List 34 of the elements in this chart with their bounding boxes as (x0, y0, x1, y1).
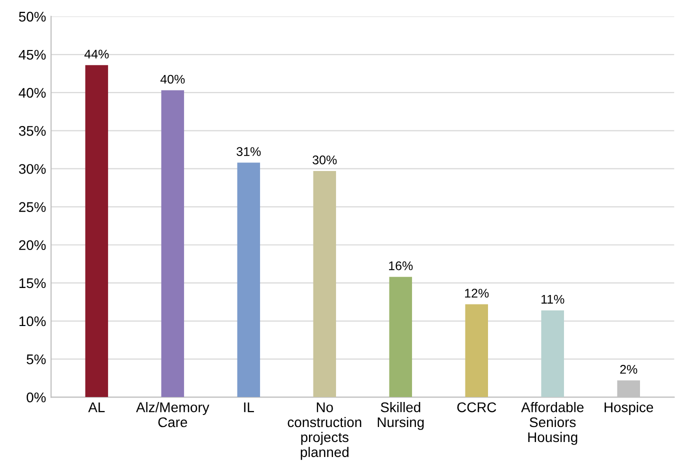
x-tick-label: Hospice (604, 402, 654, 415)
y-tick-label: 50% (18, 12, 46, 22)
y-tick-label: 0% (26, 392, 46, 402)
data-label: 30% (312, 156, 337, 164)
x-tick-label: IL (244, 402, 254, 412)
y-tick-label: 35% (18, 126, 46, 136)
bar (161, 90, 184, 398)
y-tick-label: 30% (18, 164, 46, 174)
x-tick-label: No construction projects planned (288, 402, 362, 460)
y-tick-label: 45% (18, 50, 46, 60)
bar (541, 310, 564, 398)
y-tick-label: 25% (19, 202, 46, 212)
x-tick-label: Skilled Nursing (378, 402, 424, 430)
data-label: 2% (620, 364, 638, 374)
data-label: 12% (465, 288, 489, 298)
x-tick-label: Affordable Seniors Housing (521, 402, 584, 445)
data-label: 11% (542, 294, 564, 304)
bar (237, 162, 260, 398)
data-label: 44% (84, 50, 109, 58)
y-tick-label: 20% (19, 240, 46, 250)
x-tick-label: AL (88, 402, 105, 412)
bar (389, 276, 412, 398)
data-label: 31% (236, 147, 261, 156)
y-tick-label: 10% (19, 316, 46, 326)
x-tick-label: Alz/Memory Care (136, 402, 210, 428)
data-label: 16% (389, 261, 413, 270)
bar (85, 65, 108, 398)
y-tick-label: 15% (19, 278, 46, 288)
data-label: 40% (160, 74, 185, 84)
y-tick-label: 5% (26, 354, 46, 364)
bar (313, 171, 336, 398)
y-tick-label: 40% (18, 88, 46, 98)
bar (465, 304, 488, 398)
x-tick-label: CCRC (457, 402, 496, 412)
